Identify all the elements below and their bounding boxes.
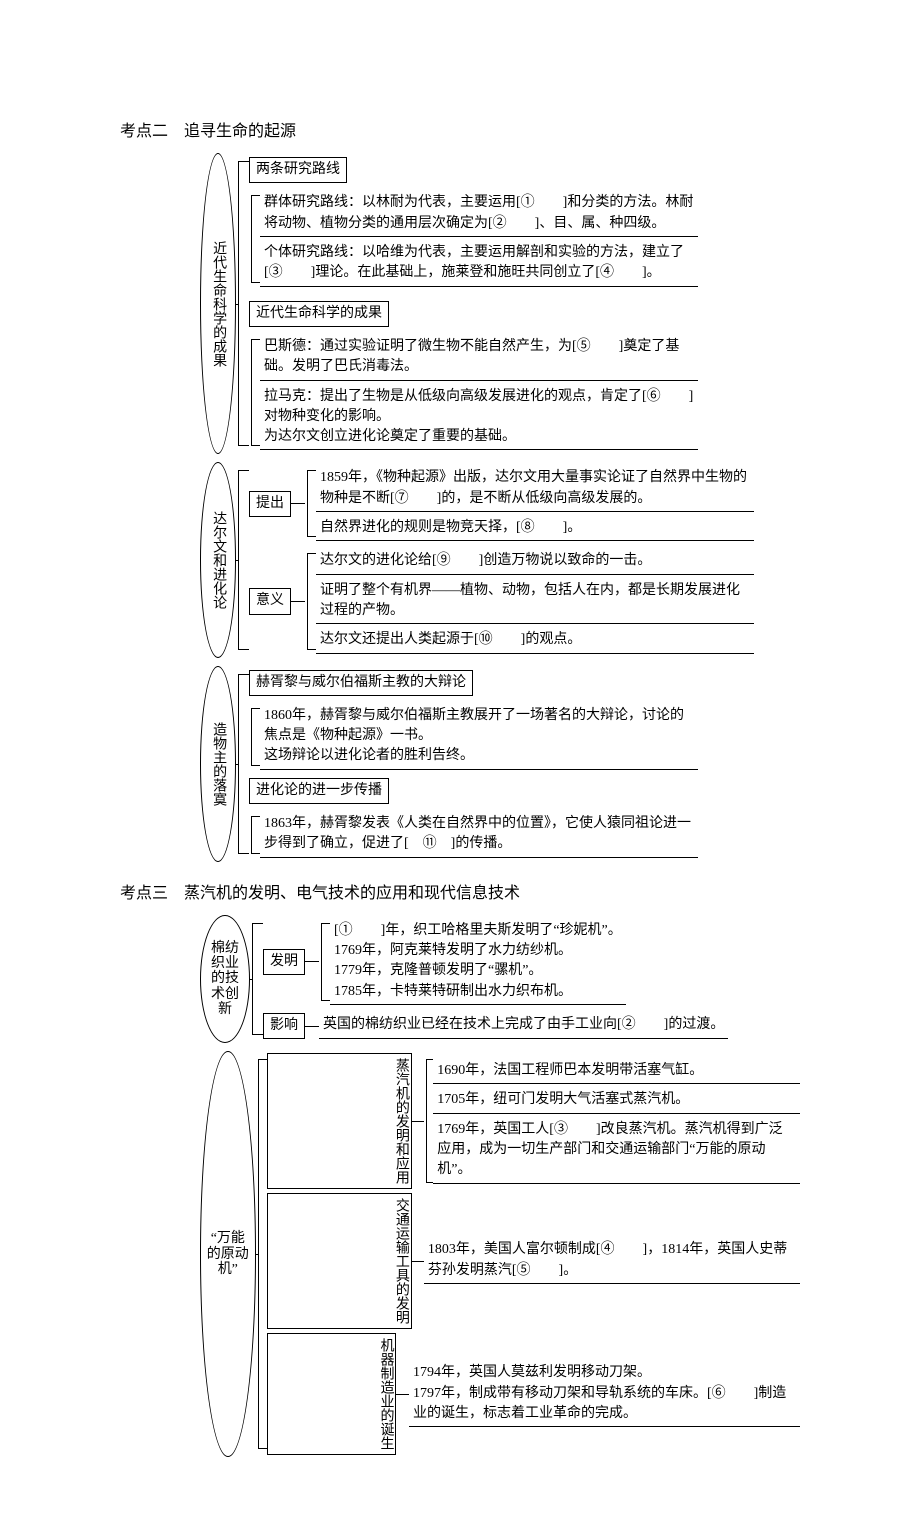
item: 1859年，《物种起源》出版，达尔文用大量事实论证了自然界中生物的物种是不断[⑦… xyxy=(316,466,754,512)
item: 英国的棉纺织业已经在技术上完成了由手工业向[② ]的过渡。 xyxy=(319,1013,728,1038)
item: 1690年，法国工程师巴本发明带活塞气缸。 xyxy=(433,1059,800,1084)
item: 1863年，赫胥黎发表《人类在自然界中的位置》，它使人猿同祖论进一步得到了确立，… xyxy=(260,812,698,858)
item: [① ]年，织工哈格里夫斯发明了“珍妮机”。 1769年，阿克莱特发明了水力纺纱… xyxy=(330,919,626,1005)
item: 证明了整个有机界——植物、动物，包括人在内，都是长期发展进化过程的产物。 xyxy=(316,579,754,625)
item: 1860年，赫胥黎与威尔伯福斯主教展开了一场著名的大辩论，讨论的焦点是《物种起源… xyxy=(260,704,698,770)
label-s3g1b2: 影响 xyxy=(263,1013,305,1039)
root-s3g1: 棉纺织业的技术创新 xyxy=(200,915,250,1043)
item: 1794年，英国人莫兹利发明移动刀架。 1797年，制成带有移动刀架和导轨系统的… xyxy=(409,1361,800,1427)
label-s2g1b1: 两条研究路线 xyxy=(249,157,347,183)
root-s2g1: 近代生命科学的成果 xyxy=(200,153,236,454)
label-s2g2b1: 提出 xyxy=(249,491,291,517)
label-s2g3b2: 进化论的进一步传播 xyxy=(249,778,389,804)
item: 自然界进化的规则是物竞天择，[⑧ ]。 xyxy=(316,516,754,541)
heading-2: 考点二 追寻生命的起源 xyxy=(120,120,800,143)
tree-s2g1: 近代生命科学的成果 两条研究路线 群体研究路线：以林耐为代表，主要运用[① ]和… xyxy=(120,153,800,454)
label-s2g3b1: 赫胥黎与威尔伯福斯主教的大辩论 xyxy=(249,670,473,696)
tree-s2g3: 造物主的落寞 赫胥黎与威尔伯福斯主教的大辩论 1860年，赫胥黎与威尔伯福斯主教… xyxy=(120,666,800,862)
root-s2g2: 达尔文和进化论 xyxy=(200,462,236,657)
label-s2g1b2: 近代生命科学的成果 xyxy=(249,301,389,327)
item: 1803年，美国人富尔顿制成[④ ]，1814年，英国人史蒂芬孙发明蒸汽[⑤ ]… xyxy=(424,1238,800,1284)
section-2: 近代生命科学的成果 两条研究路线 群体研究路线：以林耐为代表，主要运用[① ]和… xyxy=(120,153,800,861)
tree-s3g1: 棉纺织业的技术创新 发明 [① ]年，织工哈格里夫斯发明了“珍妮机”。 1769… xyxy=(120,915,800,1043)
heading-3: 考点三 蒸汽机的发明、电气技术的应用和现代信息技术 xyxy=(120,882,800,905)
root-s2g3: 造物主的落寞 xyxy=(200,666,236,862)
item: 个体研究路线：以哈维为代表，主要运用解剖和实验的方法，建立了[③ ]理论。在此基… xyxy=(260,241,698,287)
item: 巴斯德：通过实验证明了微生物不能自然产生，为[⑤ ]奠定了基础。发明了巴氏消毒法… xyxy=(260,335,698,381)
item: 1705年，纽可门发明大气活塞式蒸汽机。 xyxy=(433,1088,800,1113)
tree-s2g2: 达尔文和进化论 提出 1859年，《物种起源》出版，达尔文用大量事实论证了自然界… xyxy=(120,462,800,657)
label-s3g2b1: 蒸汽机的发明和应用 xyxy=(267,1053,412,1189)
label-s3g2b3: 机器制造业的诞生 xyxy=(267,1333,396,1455)
section-3: 棉纺织业的技术创新 发明 [① ]年，织工哈格里夫斯发明了“珍妮机”。 1769… xyxy=(120,915,800,1457)
item: 群体研究路线：以林耐为代表，主要运用[① ]和分类的方法。林耐将动物、植物分类的… xyxy=(260,191,698,237)
tree-s3g2: “万能的原动机” 蒸汽机的发明和应用 1690年，法国工程师巴本发明带活塞气缸。… xyxy=(120,1051,800,1457)
label-s3g1b1: 发明 xyxy=(263,949,305,975)
item: 拉马克：提出了生物是从低级向高级发展进化的观点，肯定了[⑥ ]对物种变化的影响。… xyxy=(260,385,698,451)
item: 1769年，英国工人[③ ]改良蒸汽机。蒸汽机得到广泛应用，成为一切生产部门和交… xyxy=(433,1118,800,1184)
label-s2g2b2: 意义 xyxy=(249,588,291,614)
root-s3g2: “万能的原动机” xyxy=(200,1051,256,1457)
item: 达尔文还提出人类起源于[⑩ ]的观点。 xyxy=(316,628,754,653)
label-s3g2b2: 交通运输工具的发明 xyxy=(267,1193,412,1329)
item: 达尔文的进化论给[⑨ ]创造万物说以致命的一击。 xyxy=(316,549,754,574)
